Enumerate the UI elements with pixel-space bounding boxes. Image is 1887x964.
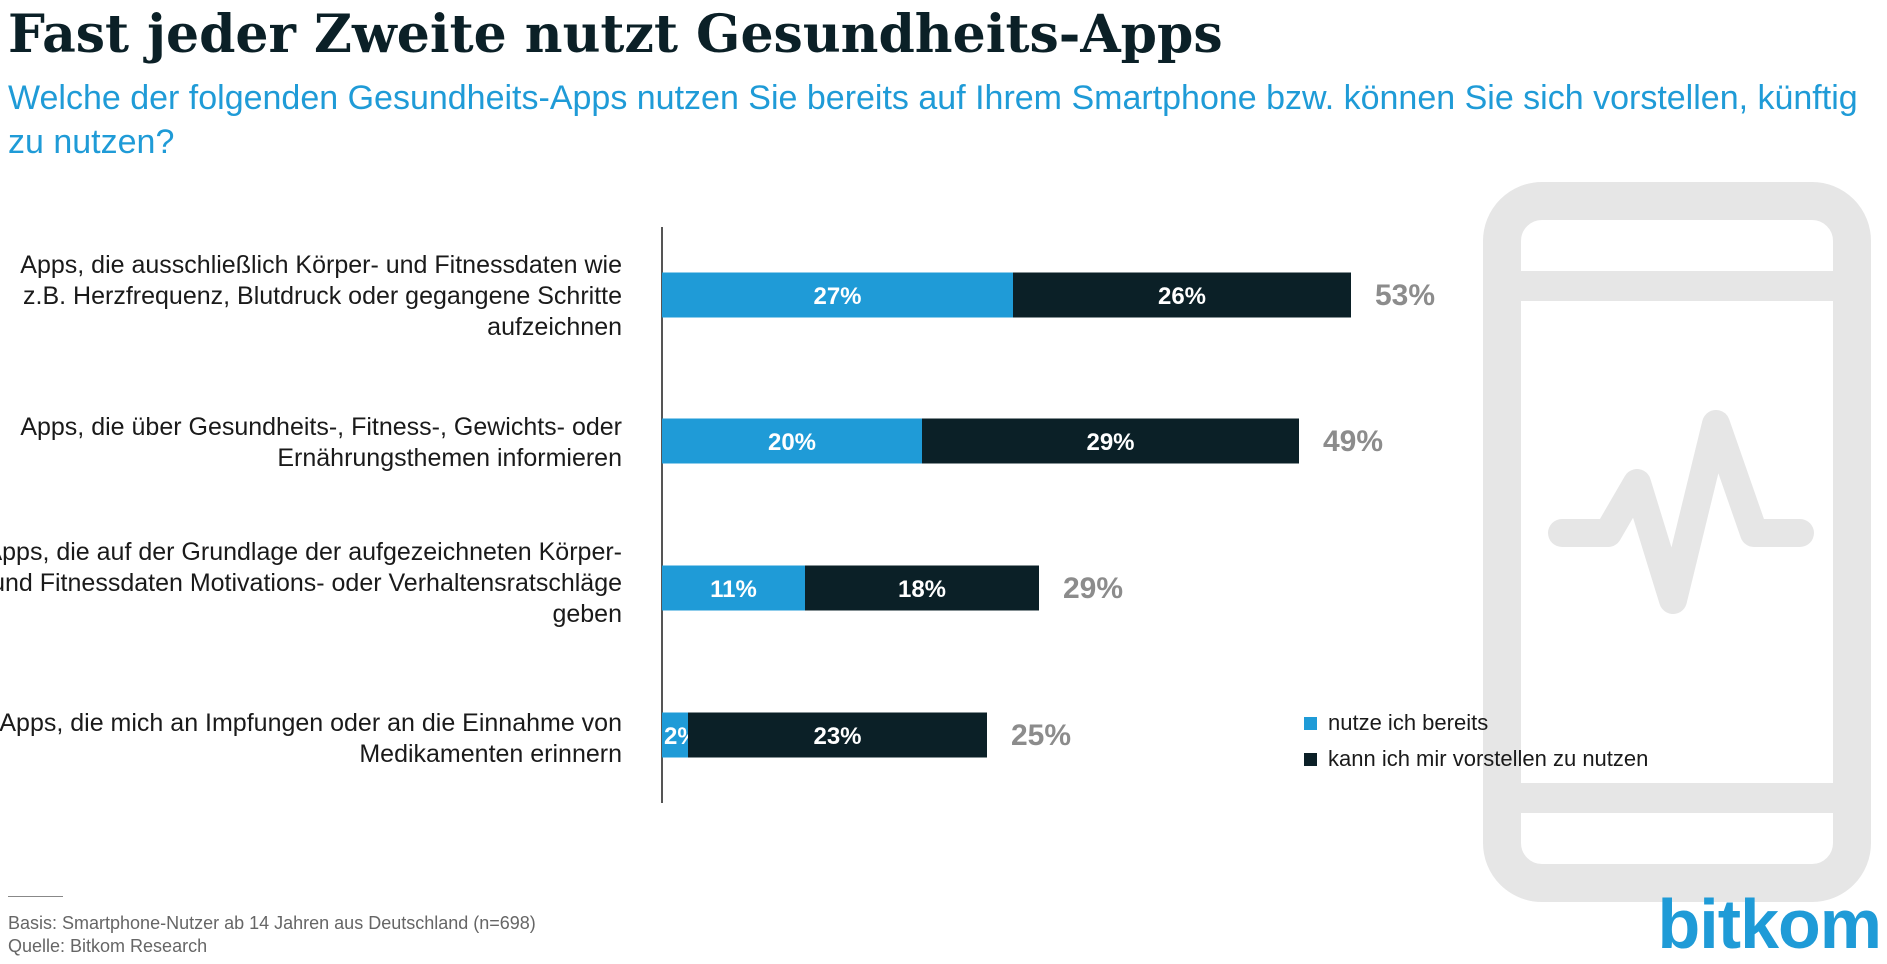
- bar-segment-already-use-2: [662, 418, 922, 464]
- data-label-already-use-2: 20%: [768, 429, 816, 456]
- legend-item-already-use: nutze ich bereits: [1304, 709, 1488, 737]
- legend-item-could-imagine: kann ich mir vorstellen zu nutzen: [1304, 745, 1648, 773]
- data-label-already-use-3: 11%: [710, 576, 757, 603]
- bar-segment-already-use-3: [662, 565, 805, 611]
- data-label-could-imagine-1: 26%: [1158, 283, 1206, 310]
- data-label-could-imagine-4: 23%: [813, 723, 861, 750]
- total-label-2: 49%: [1323, 425, 1383, 458]
- legend-label-already-use: nutze ich bereits: [1328, 710, 1489, 735]
- total-label-3: 29%: [1063, 572, 1123, 605]
- footer-basis: Basis: Smartphone-Nutzer ab 14 Jahren au…: [8, 913, 536, 933]
- total-label-1: 53%: [1375, 279, 1435, 312]
- legend-swatch-already-use: [1304, 716, 1317, 730]
- category-label-2: Apps, die über Gesundheits-, Fitness-, G…: [20, 413, 622, 472]
- total-label-4: 25%: [1011, 719, 1071, 752]
- bar-segment-could-imagine-1: [1013, 272, 1351, 318]
- bar-segment-already-use-4: [662, 712, 688, 758]
- data-label-already-use-1: 27%: [813, 283, 861, 310]
- chart-title: Fast jeder Zweite nutzt Gesundheits-Apps: [8, 4, 1223, 65]
- footer-divider: [8, 896, 63, 897]
- chart-subtitle: Welche der folgenden Gesundheits-Apps nu…: [8, 79, 1858, 161]
- category-label-3: Apps, die auf der Grundlage der aufgezei…: [0, 538, 622, 628]
- data-label-could-imagine-3: 18%: [898, 576, 946, 603]
- bar-segment-could-imagine-2: [922, 418, 1299, 464]
- category-label-4: Apps, die mich an Impfungen oder an die …: [0, 709, 622, 768]
- footer-source: Quelle: Bitkom Research: [8, 936, 208, 956]
- bar-segment-already-use-1: [662, 272, 1013, 318]
- bar-segment-could-imagine-3: [805, 565, 1039, 611]
- legend-swatch-could-imagine: [1304, 752, 1317, 766]
- data-label-could-imagine-2: 29%: [1086, 429, 1134, 456]
- bar-segment-could-imagine-4: [688, 712, 987, 758]
- bitkom-logo: bitkom: [1657, 885, 1882, 963]
- legend-label-could-imagine: kann ich mir vorstellen zu nutzen: [1328, 746, 1649, 771]
- category-label-1: Apps, die ausschließlich Körper- und Fit…: [20, 251, 622, 341]
